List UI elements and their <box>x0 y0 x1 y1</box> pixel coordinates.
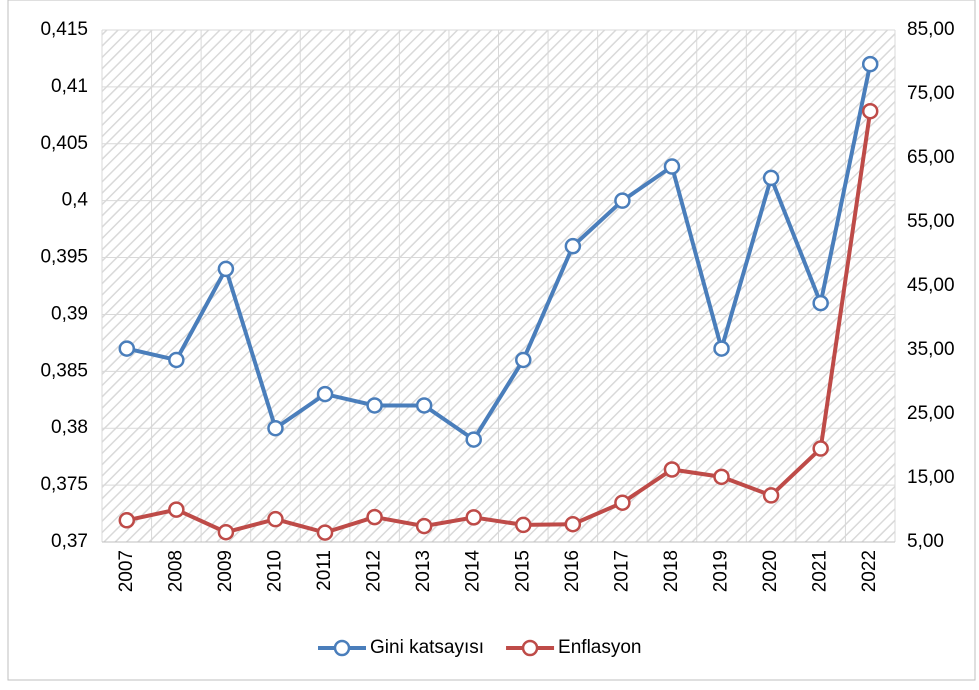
point <box>564 237 582 255</box>
y-tick-label: 0,38 <box>51 417 88 438</box>
point <box>762 169 780 187</box>
x-tick-label: 2022 <box>859 550 880 592</box>
point <box>762 487 780 504</box>
x-tick-label: 2014 <box>463 550 484 593</box>
y-tick-label: 0,395 <box>40 247 88 268</box>
point <box>663 461 681 478</box>
y-tick-label: 0,405 <box>40 133 88 154</box>
point <box>118 340 136 357</box>
point <box>168 351 185 369</box>
y2-tick-label: 45,00 <box>907 275 955 296</box>
x-tick-label: 2009 <box>215 550 236 592</box>
point <box>861 102 879 120</box>
x-tick-label: 2008 <box>165 550 186 592</box>
y2-tick-label: 25,00 <box>907 403 955 424</box>
point <box>217 260 235 278</box>
point <box>713 340 730 357</box>
y2-tick-label: 55,00 <box>907 211 955 232</box>
y-tick-label: 0,39 <box>51 303 88 324</box>
y-tick-label: 0,41 <box>51 76 88 97</box>
point <box>812 440 829 457</box>
point <box>465 509 482 526</box>
point <box>415 397 433 414</box>
legend-label: Enflasyon <box>558 637 641 658</box>
series-line <box>126 63 873 443</box>
y-tick-label: 0,37 <box>51 531 88 552</box>
legend-label: Gini katsayısı <box>370 637 484 658</box>
point <box>861 55 879 73</box>
x-tick-label: 2020 <box>760 550 781 592</box>
point <box>118 512 136 529</box>
point <box>267 419 284 437</box>
point <box>316 524 334 541</box>
x-tick-label: 2010 <box>264 550 285 592</box>
legend-marker <box>521 639 539 657</box>
x-tick-label: 2019 <box>711 550 732 592</box>
point <box>465 431 482 448</box>
point <box>614 494 631 511</box>
point <box>217 523 235 541</box>
point <box>366 508 383 526</box>
x-tick-label: 2016 <box>562 550 583 592</box>
x-tick-label: 2011 <box>314 550 335 591</box>
point <box>316 385 334 403</box>
point <box>663 158 681 175</box>
point <box>267 510 284 528</box>
point <box>812 294 829 312</box>
point <box>713 468 730 486</box>
y2-tick-label: 65,00 <box>907 147 955 168</box>
x-tick-label: 2012 <box>364 550 385 592</box>
legend-marker <box>333 639 351 657</box>
x-tick-label: 2021 <box>810 550 831 592</box>
y-tick-label: 0,385 <box>40 360 88 381</box>
y-tick-label: 0,4 <box>62 190 89 211</box>
series-line <box>126 110 873 535</box>
x-tick-label: 2013 <box>413 550 434 592</box>
y2-tick-label: 15,00 <box>907 467 955 488</box>
x-tick-label: 2007 <box>116 550 137 592</box>
point <box>415 517 433 535</box>
y2-tick-label: 75,00 <box>907 83 955 104</box>
x-tick-label: 2015 <box>512 550 533 592</box>
point <box>168 501 185 518</box>
y-tick-label: 0,415 <box>40 19 88 40</box>
point <box>515 351 532 369</box>
y-tick-label: 0,375 <box>40 474 88 495</box>
x-tick-label: 2018 <box>661 550 682 592</box>
y2-tick-label: 85,00 <box>907 19 955 40</box>
point <box>614 192 631 209</box>
x-tick-label: 2017 <box>611 550 632 592</box>
chart-border <box>7 0 976 681</box>
point <box>564 515 582 533</box>
point <box>366 397 383 414</box>
y2-tick-label: 35,00 <box>907 339 955 360</box>
point <box>515 516 532 534</box>
y2-tick-label: 5,00 <box>907 531 944 552</box>
